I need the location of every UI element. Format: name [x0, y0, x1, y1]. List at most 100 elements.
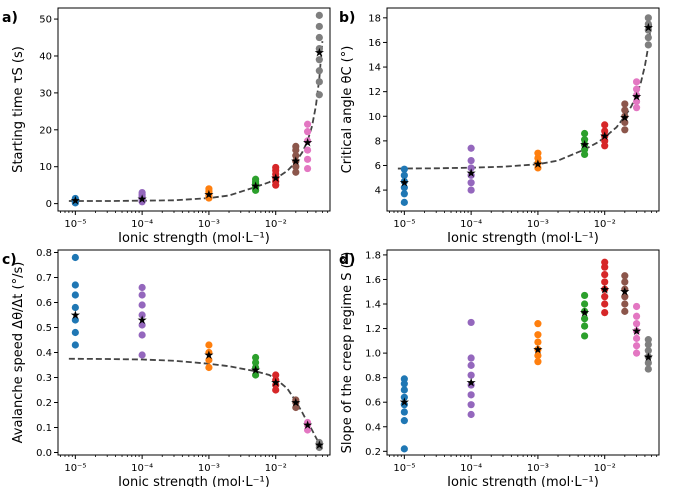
data-point — [467, 361, 475, 369]
data-point — [621, 126, 629, 134]
y-tick-label: 20 — [39, 125, 52, 136]
y-tick-label: 0.5 — [36, 323, 52, 334]
data-point — [303, 164, 312, 173]
data-point — [315, 438, 323, 447]
y-tick-label: 1.0 — [365, 349, 381, 360]
data-point — [272, 376, 280, 384]
data-point — [581, 145, 589, 154]
data-point — [601, 270, 609, 279]
y-tick-label: 1.6 — [365, 275, 381, 286]
y-tick-label: 0.3 — [36, 373, 52, 384]
x-tick-label: 10⁻³ — [527, 219, 549, 230]
data-point — [71, 194, 79, 203]
axes-frame — [57, 249, 331, 456]
x-tick-label: 10⁻⁵ — [64, 463, 86, 474]
mean-marker: ★ — [579, 306, 590, 320]
mean-marker: ★ — [250, 179, 261, 193]
data-point — [632, 349, 641, 357]
mean-marker: ★ — [619, 285, 630, 299]
data-point — [601, 258, 609, 266]
data-point — [534, 358, 542, 366]
y-tick-label: 50 — [39, 15, 52, 26]
mean-marker: ★ — [70, 308, 81, 322]
y-tick-label: 0.2 — [365, 447, 381, 458]
x-tick-label: 10⁻⁴ — [131, 463, 153, 474]
panel-label: b) — [339, 10, 355, 26]
data-point — [205, 363, 213, 372]
data-point — [467, 381, 475, 389]
data-point — [601, 285, 609, 293]
mean-marker: ★ — [314, 438, 325, 452]
data-point — [601, 142, 609, 150]
data-point — [400, 198, 408, 206]
data-point — [272, 381, 280, 389]
y-tick-label: 6 — [375, 161, 381, 172]
data-point — [534, 345, 542, 354]
data-point — [467, 391, 475, 399]
data-point — [621, 118, 629, 127]
mean-marker: ★ — [137, 192, 148, 206]
data-point — [303, 120, 312, 128]
x-tick-label: 10⁻⁴ — [460, 463, 482, 474]
mean-marker: ★ — [643, 21, 654, 35]
data-point — [534, 351, 542, 360]
mean-marker: ★ — [399, 395, 410, 409]
data-point — [252, 363, 260, 372]
data-point — [644, 353, 652, 361]
data-point — [303, 128, 312, 136]
data-point — [581, 300, 589, 308]
data-point — [400, 386, 408, 394]
x-tick-label: 10⁻⁴ — [131, 219, 153, 230]
data-point — [644, 20, 652, 28]
data-point — [138, 311, 146, 319]
data-point — [315, 56, 323, 64]
data-point — [534, 154, 542, 162]
data-point — [71, 303, 79, 312]
data-point — [315, 67, 323, 75]
y-tick-label: 0.8 — [365, 373, 381, 384]
data-point — [644, 41, 652, 49]
data-point — [467, 179, 475, 187]
data-point — [632, 97, 641, 106]
data-point — [621, 112, 629, 120]
data-point — [138, 351, 146, 359]
data-point — [272, 371, 280, 379]
x-tick-label: 10⁻⁴ — [460, 219, 482, 230]
data-point — [205, 185, 213, 193]
data-point — [467, 410, 475, 419]
data-point — [205, 348, 213, 357]
data-point — [292, 163, 300, 171]
y-tick-label: 10 — [39, 162, 52, 173]
data-point — [292, 403, 300, 412]
y-tick-label: 0.8 — [36, 248, 52, 259]
data-point — [303, 137, 312, 145]
fit-curve — [68, 357, 324, 450]
y-tick-label: 16 — [368, 38, 381, 49]
panel-label: d) — [339, 252, 355, 268]
data-point — [467, 401, 475, 409]
y-tick-label: 0.0 — [36, 448, 52, 459]
data-point — [400, 165, 408, 173]
data-point — [601, 121, 609, 129]
data-point — [138, 321, 146, 329]
y-tick-label: 0.4 — [365, 422, 381, 433]
data-point — [467, 171, 475, 179]
mean-marker: ★ — [204, 348, 215, 362]
data-point — [621, 100, 629, 108]
x-axis-label: Ionic strength (mol·L⁻¹) — [118, 475, 270, 487]
data-point — [467, 186, 475, 194]
data-point — [581, 307, 589, 315]
data-point — [601, 293, 609, 301]
mean-marker: ★ — [250, 363, 261, 377]
y-axis-label: Critical angle θC (°) — [340, 46, 355, 174]
data-point — [581, 322, 589, 330]
data-point — [621, 106, 629, 114]
data-point — [601, 137, 609, 145]
data-point — [581, 140, 589, 149]
mean-marker: ★ — [599, 282, 610, 296]
data-point — [71, 281, 79, 289]
mean-marker: ★ — [290, 396, 301, 410]
data-point — [315, 33, 323, 42]
data-point — [292, 168, 300, 176]
